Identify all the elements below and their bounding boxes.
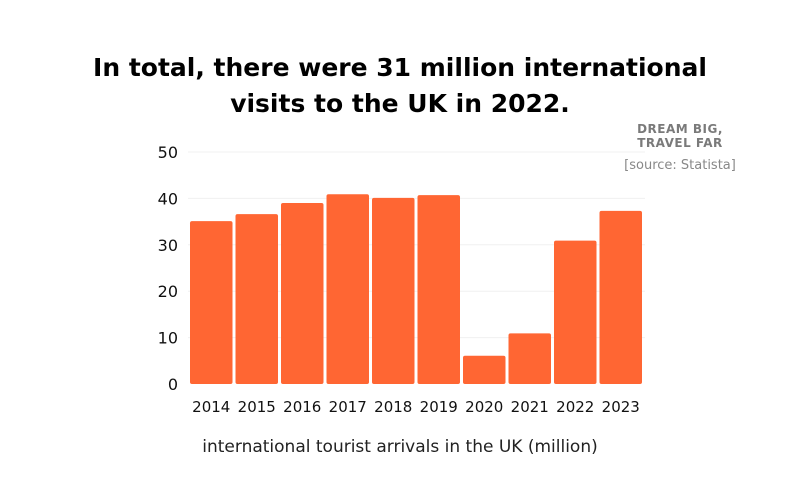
- title-line-1: In total, there were 31 million internat…: [93, 53, 707, 82]
- bar: [417, 195, 460, 384]
- source-note: [source: Statista]: [624, 158, 736, 173]
- brand-line-2: TRAVEL FAR: [637, 136, 723, 150]
- bar: [281, 203, 324, 384]
- x-tick-label: 2016: [283, 398, 321, 416]
- x-tick-label: 2019: [420, 398, 458, 416]
- bar: [235, 214, 278, 384]
- y-tick-label: 40: [158, 189, 178, 208]
- bar: [599, 210, 642, 384]
- x-tick-label: 2018: [374, 398, 412, 416]
- x-tick-label: 2023: [602, 398, 640, 416]
- bar: [508, 333, 551, 384]
- y-tick-label: 50: [158, 143, 178, 162]
- y-tick-label: 20: [158, 282, 178, 301]
- x-tick-label: 2021: [511, 398, 549, 416]
- brand-logo-text: DREAM BIG, TRAVEL FAR: [600, 122, 760, 150]
- chart-title: In total, there were 31 million internat…: [0, 50, 800, 122]
- x-tick-label: 2020: [465, 398, 503, 416]
- y-tick-label: 10: [158, 329, 178, 348]
- x-tick-label: 2014: [192, 398, 230, 416]
- y-tick-label: 30: [158, 236, 178, 255]
- bar: [326, 194, 369, 384]
- x-tick-label: 2017: [329, 398, 367, 416]
- x-tick-label: 2015: [238, 398, 276, 416]
- x-tick-label: 2022: [556, 398, 594, 416]
- bar: [463, 355, 506, 384]
- y-tick-label: 0: [168, 375, 178, 394]
- bar: [190, 221, 233, 384]
- bar: [372, 197, 415, 384]
- brand-line-1: DREAM BIG,: [637, 122, 723, 136]
- x-axis-label: international tourist arrivals in the UK…: [202, 437, 598, 457]
- bar: [554, 240, 597, 384]
- title-line-2: visits to the UK in 2022.: [230, 89, 570, 118]
